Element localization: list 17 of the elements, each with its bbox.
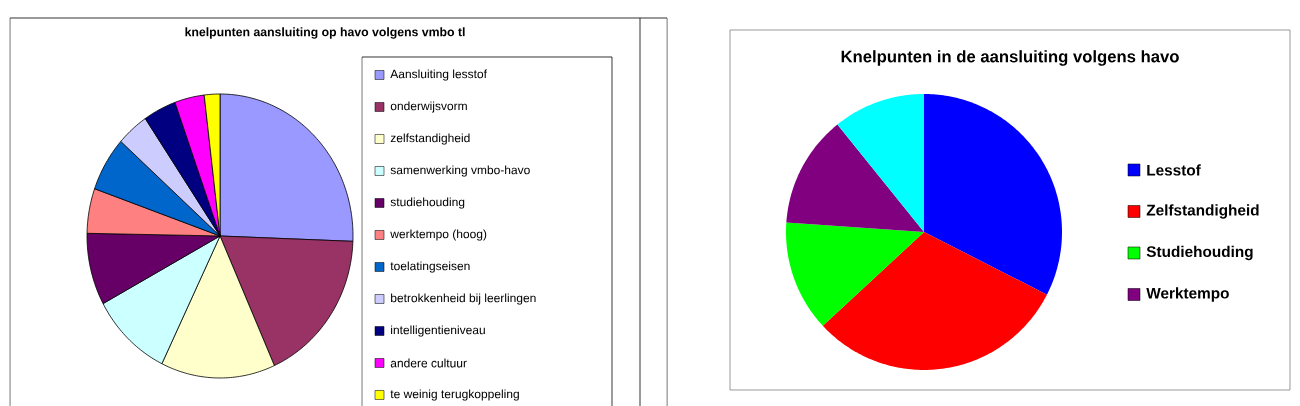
legend-label: onderwijsvorm bbox=[390, 101, 467, 113]
legend-label: andere cultuur bbox=[390, 358, 467, 368]
legend-label: te weinig terugkoppeling bbox=[390, 389, 519, 401]
chart-title: Knelpunten in de aansluiting volgens havo bbox=[841, 50, 1179, 66]
legend-label: toelatingseisen bbox=[390, 261, 470, 273]
legend-label: intelligentieniveau bbox=[391, 325, 485, 337]
legend-label: Studiehouding bbox=[1146, 245, 1253, 261]
legend-label: Zelfstandigheid bbox=[1146, 204, 1259, 219]
legend-label: Lesstof bbox=[1147, 164, 1201, 176]
legend-label: betrokkenheid bij leerlingen bbox=[391, 293, 536, 305]
legend-label: Aansluiting lesstof bbox=[390, 69, 487, 81]
legend-label: Werktempo bbox=[1146, 287, 1229, 302]
legend-label: werktempo (hoog) bbox=[390, 229, 487, 241]
legend-label: samenwerking vmbo-havo bbox=[390, 165, 530, 177]
legend-label: zelfstandigheid bbox=[390, 133, 470, 145]
chart-title: knelpunten aansluiting op havo volgens vmbo tl bbox=[185, 27, 465, 39]
legend-label: studiehouding bbox=[390, 197, 465, 209]
